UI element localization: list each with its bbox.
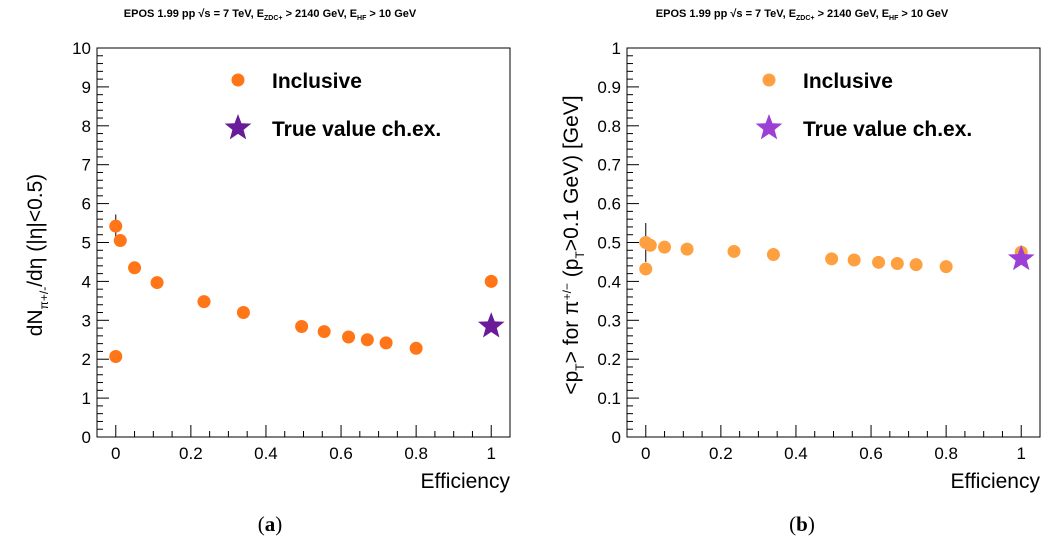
inclusive-point [109,219,123,233]
inclusive-point [909,258,923,272]
y-tick-label: 0.3 [597,311,621,330]
legend-inclusive-marker [762,73,776,87]
inclusive-point [658,240,672,254]
inclusive-point [727,244,741,258]
inclusive-point [150,276,164,290]
inclusive-point [766,248,780,262]
legend-true-value-marker [224,114,252,140]
y-tick-label: 0.1 [597,389,621,408]
panel-a: EPOS 1.99 pp √s = 7 TeV, EZDC+ > 2140 Ge… [24,8,511,536]
y-tick-label: 0.4 [597,272,621,291]
y-tick-label: 7 [82,156,91,175]
y-tick-label: 6 [82,195,91,214]
legend-true-value-label: True value ch.ex. [803,118,972,141]
inclusive-point [890,257,904,271]
panel-caption: (a) [258,512,283,536]
inclusive-point [317,325,331,339]
y-tick-label: 10 [72,39,91,58]
y-tick-label: 0.5 [597,234,621,253]
y-tick-label: 0 [82,428,91,447]
chart-header: EPOS 1.99 pp √s = 7 TeV, EZDC+ > 2140 Ge… [124,8,417,22]
legend: Inclusive True value ch.ex. [755,70,972,141]
inclusive-point [825,252,839,266]
y-tick-label: 0.8 [597,117,621,136]
inclusive-point [643,238,657,252]
legend-true-value-label: True value ch.ex. [272,118,441,141]
inclusive-point [236,306,250,320]
legend: Inclusive True value ch.ex. [224,70,441,141]
inclusive-point [639,262,653,276]
inclusive-point [113,234,127,248]
plot-frame [626,47,1041,438]
x-tick-label: 0.8 [934,444,958,463]
y-tick-label: 0.9 [597,78,621,97]
x-tick-label: 0.6 [329,444,353,463]
inclusive-point [197,295,211,309]
axis-ticks: 0 0.2 0.4 0.6 0.8 1 0 0.1 0.2 0.3 0.4 0.5 0.6 0.7 0.8 0… [597,39,1041,463]
legend-true-value-marker [755,114,783,140]
y-tick-label: 8 [82,117,91,136]
inclusive-point [409,341,423,355]
x-tick-label: 0.4 [254,444,278,463]
panel-caption: (b) [789,512,815,536]
y-tick-label: 0.7 [597,156,621,175]
panel-b: EPOS 1.99 pp √s = 7 TeV, EZDC+ > 2140 Ge… [560,8,1041,536]
y-tick-label: 0.2 [597,350,621,369]
x-tick-label: 0.6 [859,444,883,463]
x-tick-label: 0 [111,444,120,463]
x-tick-label: 0 [641,444,650,463]
y-tick-label: 0.6 [597,195,621,214]
chart-header: EPOS 1.99 pp √s = 7 TeV, EZDC+ > 2140 Ge… [656,8,949,22]
y-tick-label: 4 [82,272,91,291]
x-tick-label: 0.2 [709,444,733,463]
y-tick-label: 3 [82,311,91,330]
x-tick-label: 0.2 [179,444,203,463]
data-marks [109,214,505,363]
inclusive-point [680,242,694,256]
y-tick-label: 9 [82,78,91,97]
data-marks [639,223,1035,276]
legend-inclusive-label: Inclusive [272,70,362,93]
y-axis-label: dNπ+/-/dη (|η|<0.5) [24,174,51,337]
legend-inclusive-label: Inclusive [803,70,893,93]
y-tick-label: 5 [82,234,91,253]
inclusive-point [872,255,886,269]
inclusive-point [379,336,393,350]
inclusive-point [128,261,142,275]
x-tick-label: 0.8 [404,444,428,463]
inclusive-point [109,349,123,363]
inclusive-point [342,330,356,344]
x-axis-label: Efficiency [951,470,1041,493]
x-axis-label: Efficiency [421,470,511,493]
inclusive-point [847,253,861,267]
inclusive-point [939,260,953,274]
inclusive-point [484,274,498,288]
y-tick-label: 2 [82,350,91,369]
x-tick-label: 0.4 [784,444,808,463]
y-tick-label: 1 [82,389,91,408]
x-tick-label: 1 [486,444,495,463]
y-axis-label: <pT> for π+/− (pT>0.1 GeV) [GeV] [560,95,587,394]
legend-inclusive-marker [231,73,245,87]
inclusive-point [360,333,374,347]
x-tick-label: 1 [1016,444,1025,463]
plot-frame [96,47,511,438]
inclusive-point [295,320,309,334]
y-tick-label: 1 [612,39,621,58]
true-value-star [1007,244,1035,271]
y-tick-label: 0 [612,428,621,447]
true-value-star [477,312,505,338]
